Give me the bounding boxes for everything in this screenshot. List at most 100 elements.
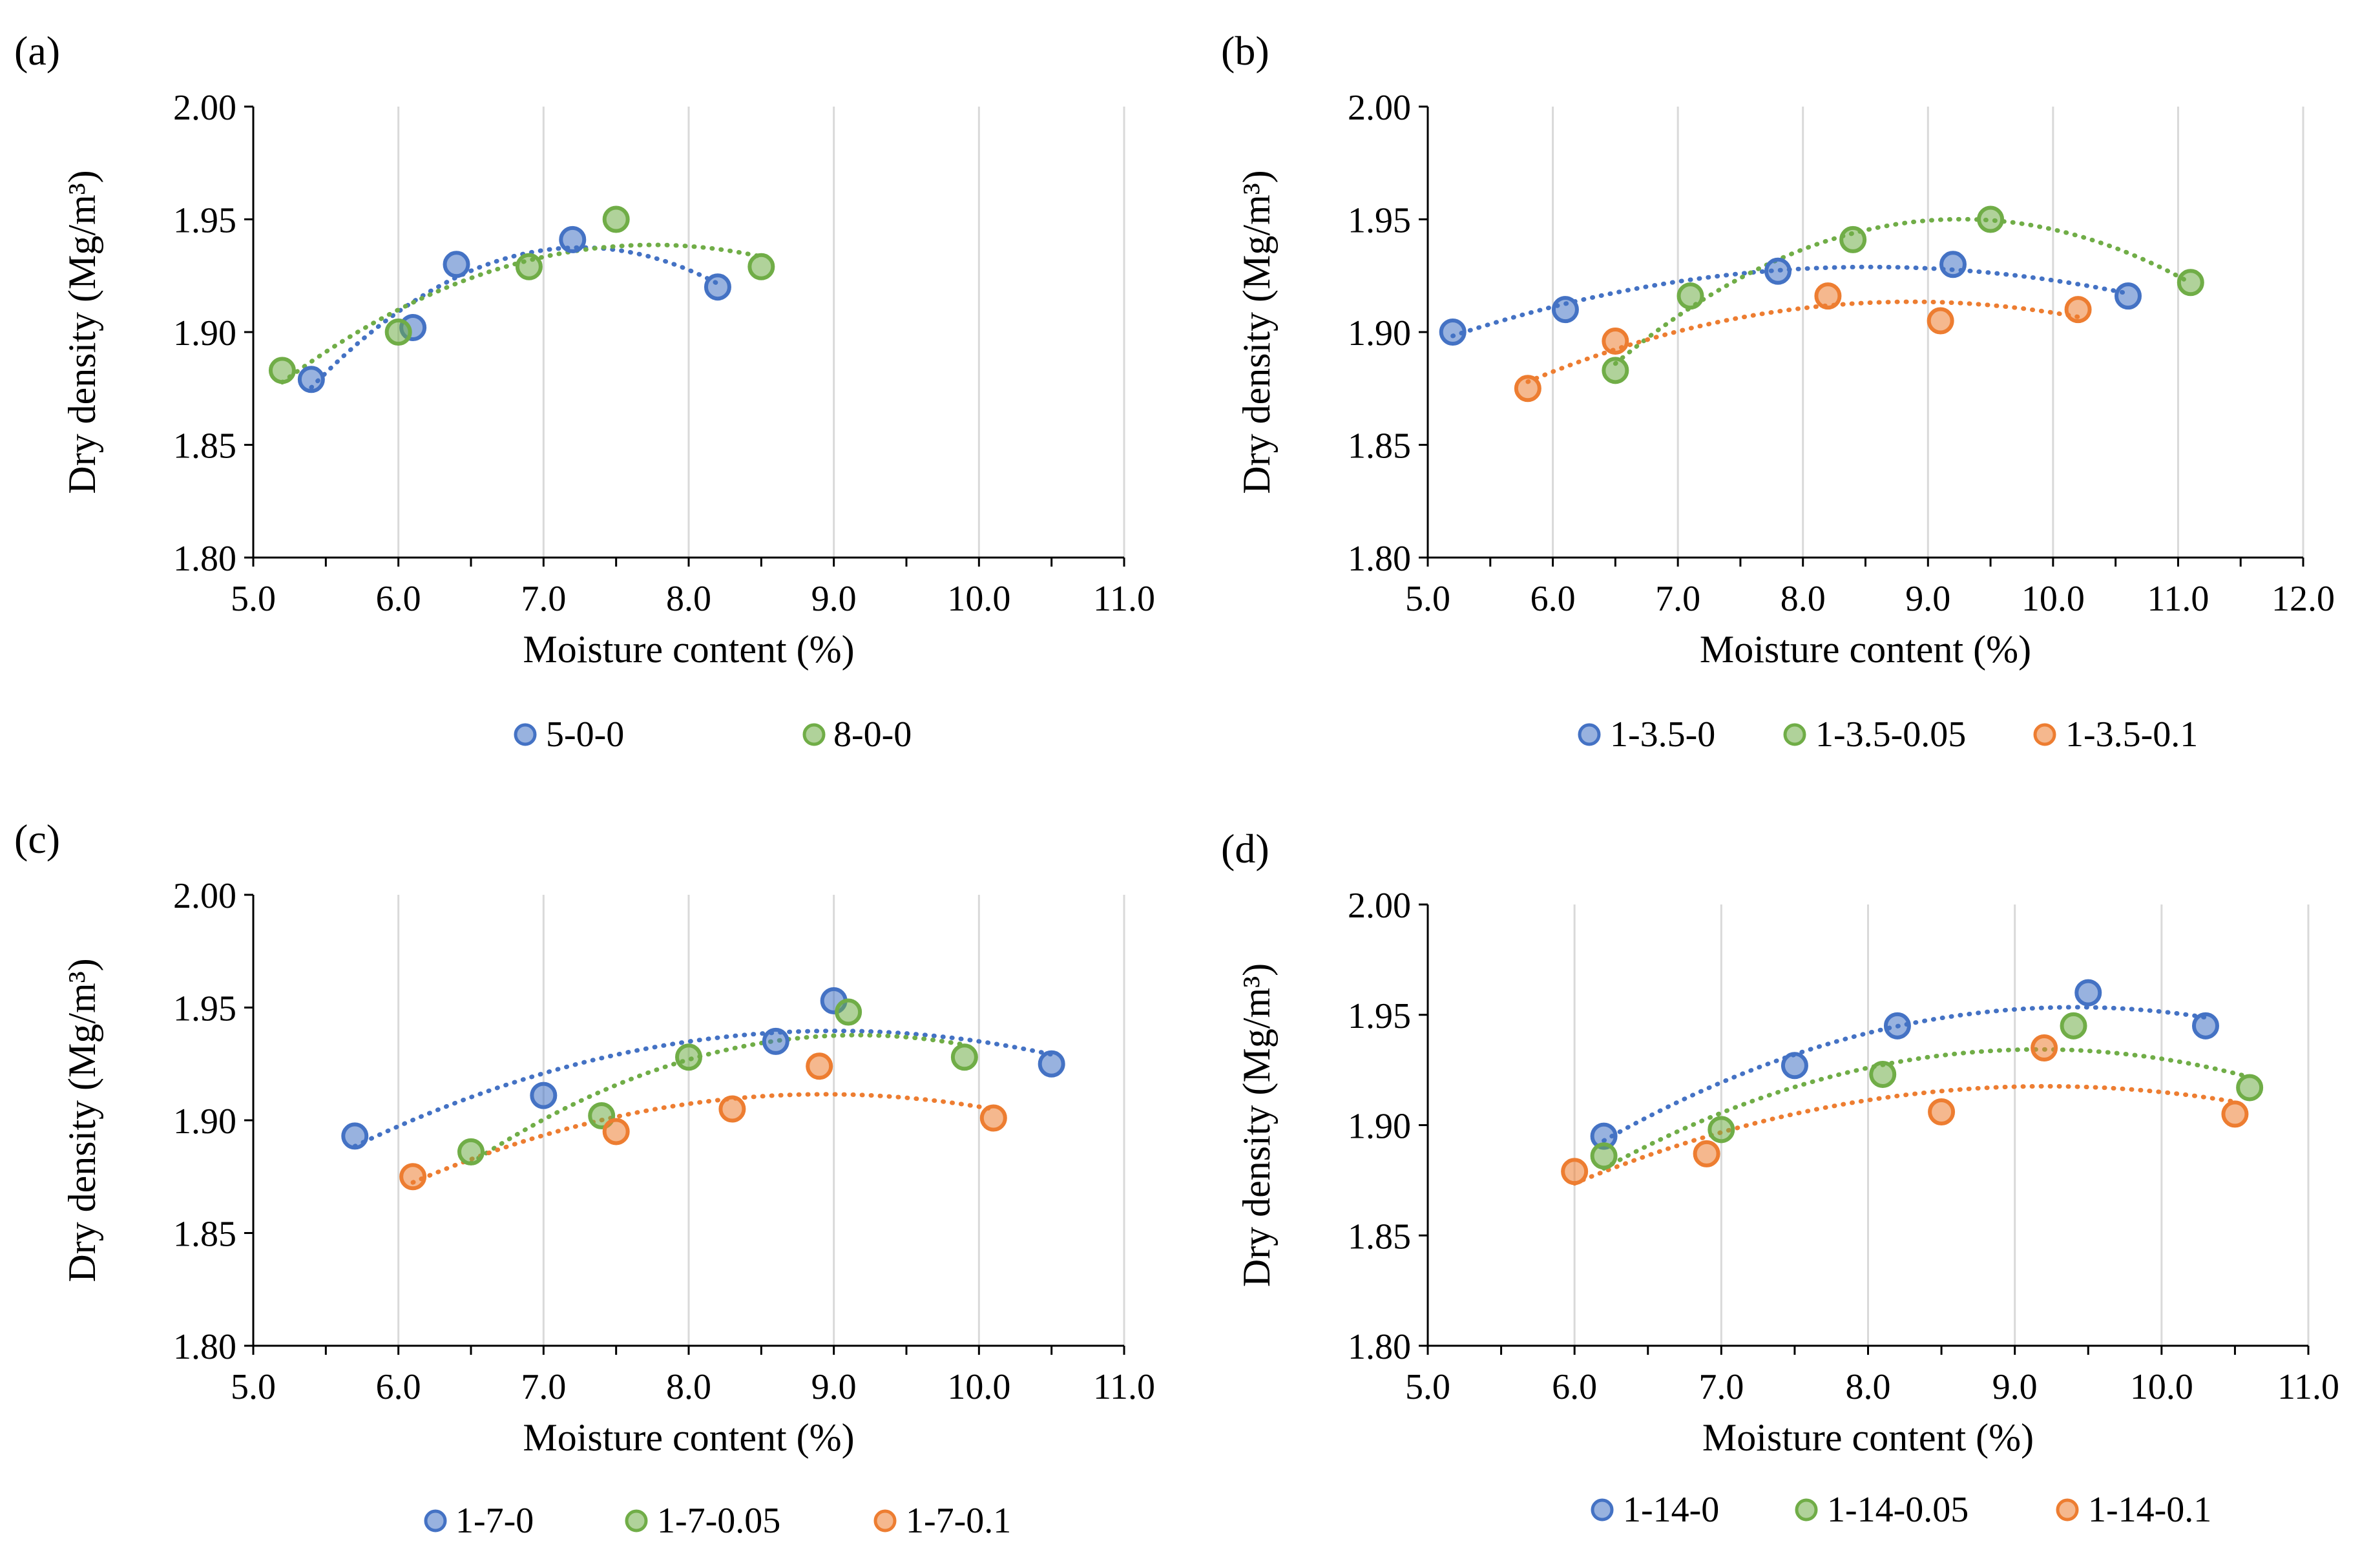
data-point [602, 1118, 630, 1145]
y-tick-label: 1.80 [173, 539, 236, 579]
panel-label: (c) [14, 816, 60, 862]
legend-label: 1-7-0 [455, 1501, 534, 1541]
data-point [762, 1027, 789, 1055]
x-tick-label: 7.0 [1655, 579, 1700, 619]
x-tick-label: 9.0 [811, 579, 857, 619]
x-tick-label: 9.0 [1905, 579, 1950, 619]
data-point [602, 205, 630, 233]
legend-label: 1-14-0.05 [1827, 1490, 1969, 1530]
data-point [1869, 1060, 1897, 1088]
x-tick-label: 5.0 [1405, 1367, 1450, 1407]
y-axis-title: Dry density (Mg/m³) [1235, 963, 1278, 1287]
data-point [1814, 282, 1842, 310]
legend-marker [1591, 1498, 1614, 1521]
x-tick-label: 8.0 [1781, 579, 1826, 619]
legend-label: 1-14-0.1 [2088, 1490, 2211, 1530]
legend-marker [2033, 723, 2056, 746]
data-point [675, 1043, 702, 1071]
y-tick-label: 1.85 [1348, 426, 1411, 466]
x-tick-label: 7.0 [1698, 1367, 1744, 1407]
data-point [704, 273, 731, 301]
panel-label: (d) [1221, 826, 1269, 872]
legend-label: 5-0-0 [546, 715, 624, 755]
x-axis-title: Moisture content (%) [523, 628, 854, 671]
x-tick-label: 5.0 [231, 579, 276, 619]
trendline-1-3.5-0 [1450, 264, 2131, 339]
y-tick-label: 1.90 [173, 1102, 236, 1142]
chart-panel-c: (c) 5.0 6.0 7.0 8.0 9.0 10.0 11.0 1.80 1.85 1.90 1.… [14, 816, 1155, 1541]
data-point [399, 1163, 427, 1191]
data-point [2031, 1034, 2058, 1061]
legend-marker [873, 1509, 897, 1532]
legend-marker [1795, 1498, 1818, 1521]
data-point [2074, 979, 2102, 1007]
x-tick-label: 10.0 [947, 1367, 1010, 1407]
legend-marker [2056, 1498, 2079, 1521]
legend-label: 1-7-0.1 [906, 1501, 1011, 1541]
data-point [1038, 1050, 1065, 1078]
data-point [297, 366, 325, 393]
data-point [1602, 327, 1629, 355]
data-point [1883, 1012, 1911, 1040]
data-point [2221, 1100, 2249, 1128]
x-tick-label: 6.0 [376, 1367, 421, 1407]
data-point [1676, 282, 1704, 310]
data-point [515, 253, 543, 280]
y-tick-label: 2.00 [173, 876, 236, 916]
y-axis-title: Dry density (Mg/m³) [61, 170, 103, 494]
x-tick-label: 11.0 [1093, 1367, 1155, 1407]
data-point [1602, 357, 1629, 384]
legend: 1-14-0 1-14-0.05 1-14-0.1 [1591, 1490, 2211, 1530]
legend-marker [514, 723, 537, 746]
y-tick-label: 1.85 [173, 1215, 236, 1255]
data-point [2191, 1012, 2219, 1040]
data-point [341, 1122, 369, 1150]
y-tick-label: 1.80 [1348, 539, 1411, 579]
legend-label: 1-3.5-0 [1610, 715, 1715, 755]
x-axis-title: Moisture content (%) [523, 1416, 854, 1459]
data-point [457, 1138, 485, 1166]
y-tick-label: 2.00 [1348, 886, 1411, 926]
data-point [1764, 257, 1791, 285]
trendline-1-14-0.1 [1572, 1083, 2237, 1186]
data-point [2177, 269, 2204, 297]
data-point [950, 1043, 978, 1071]
y-axis-title: Dry density (Mg/m³) [1235, 170, 1278, 494]
x-tick-label: 9.0 [811, 1367, 857, 1407]
x-tick-label: 7.0 [521, 579, 566, 619]
x-tick-label: 8.0 [666, 1367, 711, 1407]
legend: 5-0-0 8-0-0 [514, 715, 912, 755]
data-point [530, 1082, 558, 1109]
x-tick-label: 9.0 [1992, 1367, 2038, 1407]
chart-panel-d: (d) 5.0 6.0 7.0 8.0 9.0 10.0 11.0 1.80 1.85 1.90 1.… [1221, 826, 2339, 1530]
data-point [1551, 296, 1579, 324]
data-point [384, 319, 412, 346]
data-point [1781, 1052, 1808, 1080]
x-tick-label: 10.0 [2130, 1367, 2193, 1407]
y-tick-label: 2.00 [173, 88, 236, 128]
data-point [2236, 1074, 2264, 1102]
trendline-1-7-0.05 [468, 1032, 967, 1166]
y-tick-label: 1.90 [173, 313, 236, 353]
x-tick-label: 11.0 [1093, 579, 1155, 619]
y-axis-title: Dry density (Mg/m³) [61, 958, 103, 1282]
data-point [1977, 205, 2005, 233]
data-point [1561, 1158, 1589, 1186]
trendline-5-0-0 [309, 245, 720, 390]
data-point [443, 251, 470, 278]
x-tick-label: 11.0 [2277, 1367, 2339, 1407]
data-point [1939, 251, 1967, 278]
chart-panel-b: (b) 5.0 6.0 7.0 8.0 9.0 10.0 11.0 12.0 1.80 1.85 1.… [1221, 28, 2335, 755]
legend-marker [1783, 723, 1806, 746]
y-tick-label: 1.85 [173, 426, 236, 466]
panel-label: (a) [14, 28, 60, 74]
data-point [1693, 1140, 1720, 1167]
legend-label: 1-7-0.05 [657, 1501, 780, 1541]
y-tick-label: 2.00 [1348, 88, 1411, 128]
data-point [1928, 1098, 1956, 1126]
x-tick-label: 5.0 [231, 1367, 276, 1407]
y-tick-label: 1.90 [1348, 313, 1411, 353]
data-point [2060, 1012, 2087, 1040]
legend-marker [802, 723, 826, 746]
legend-marker [625, 1509, 648, 1532]
